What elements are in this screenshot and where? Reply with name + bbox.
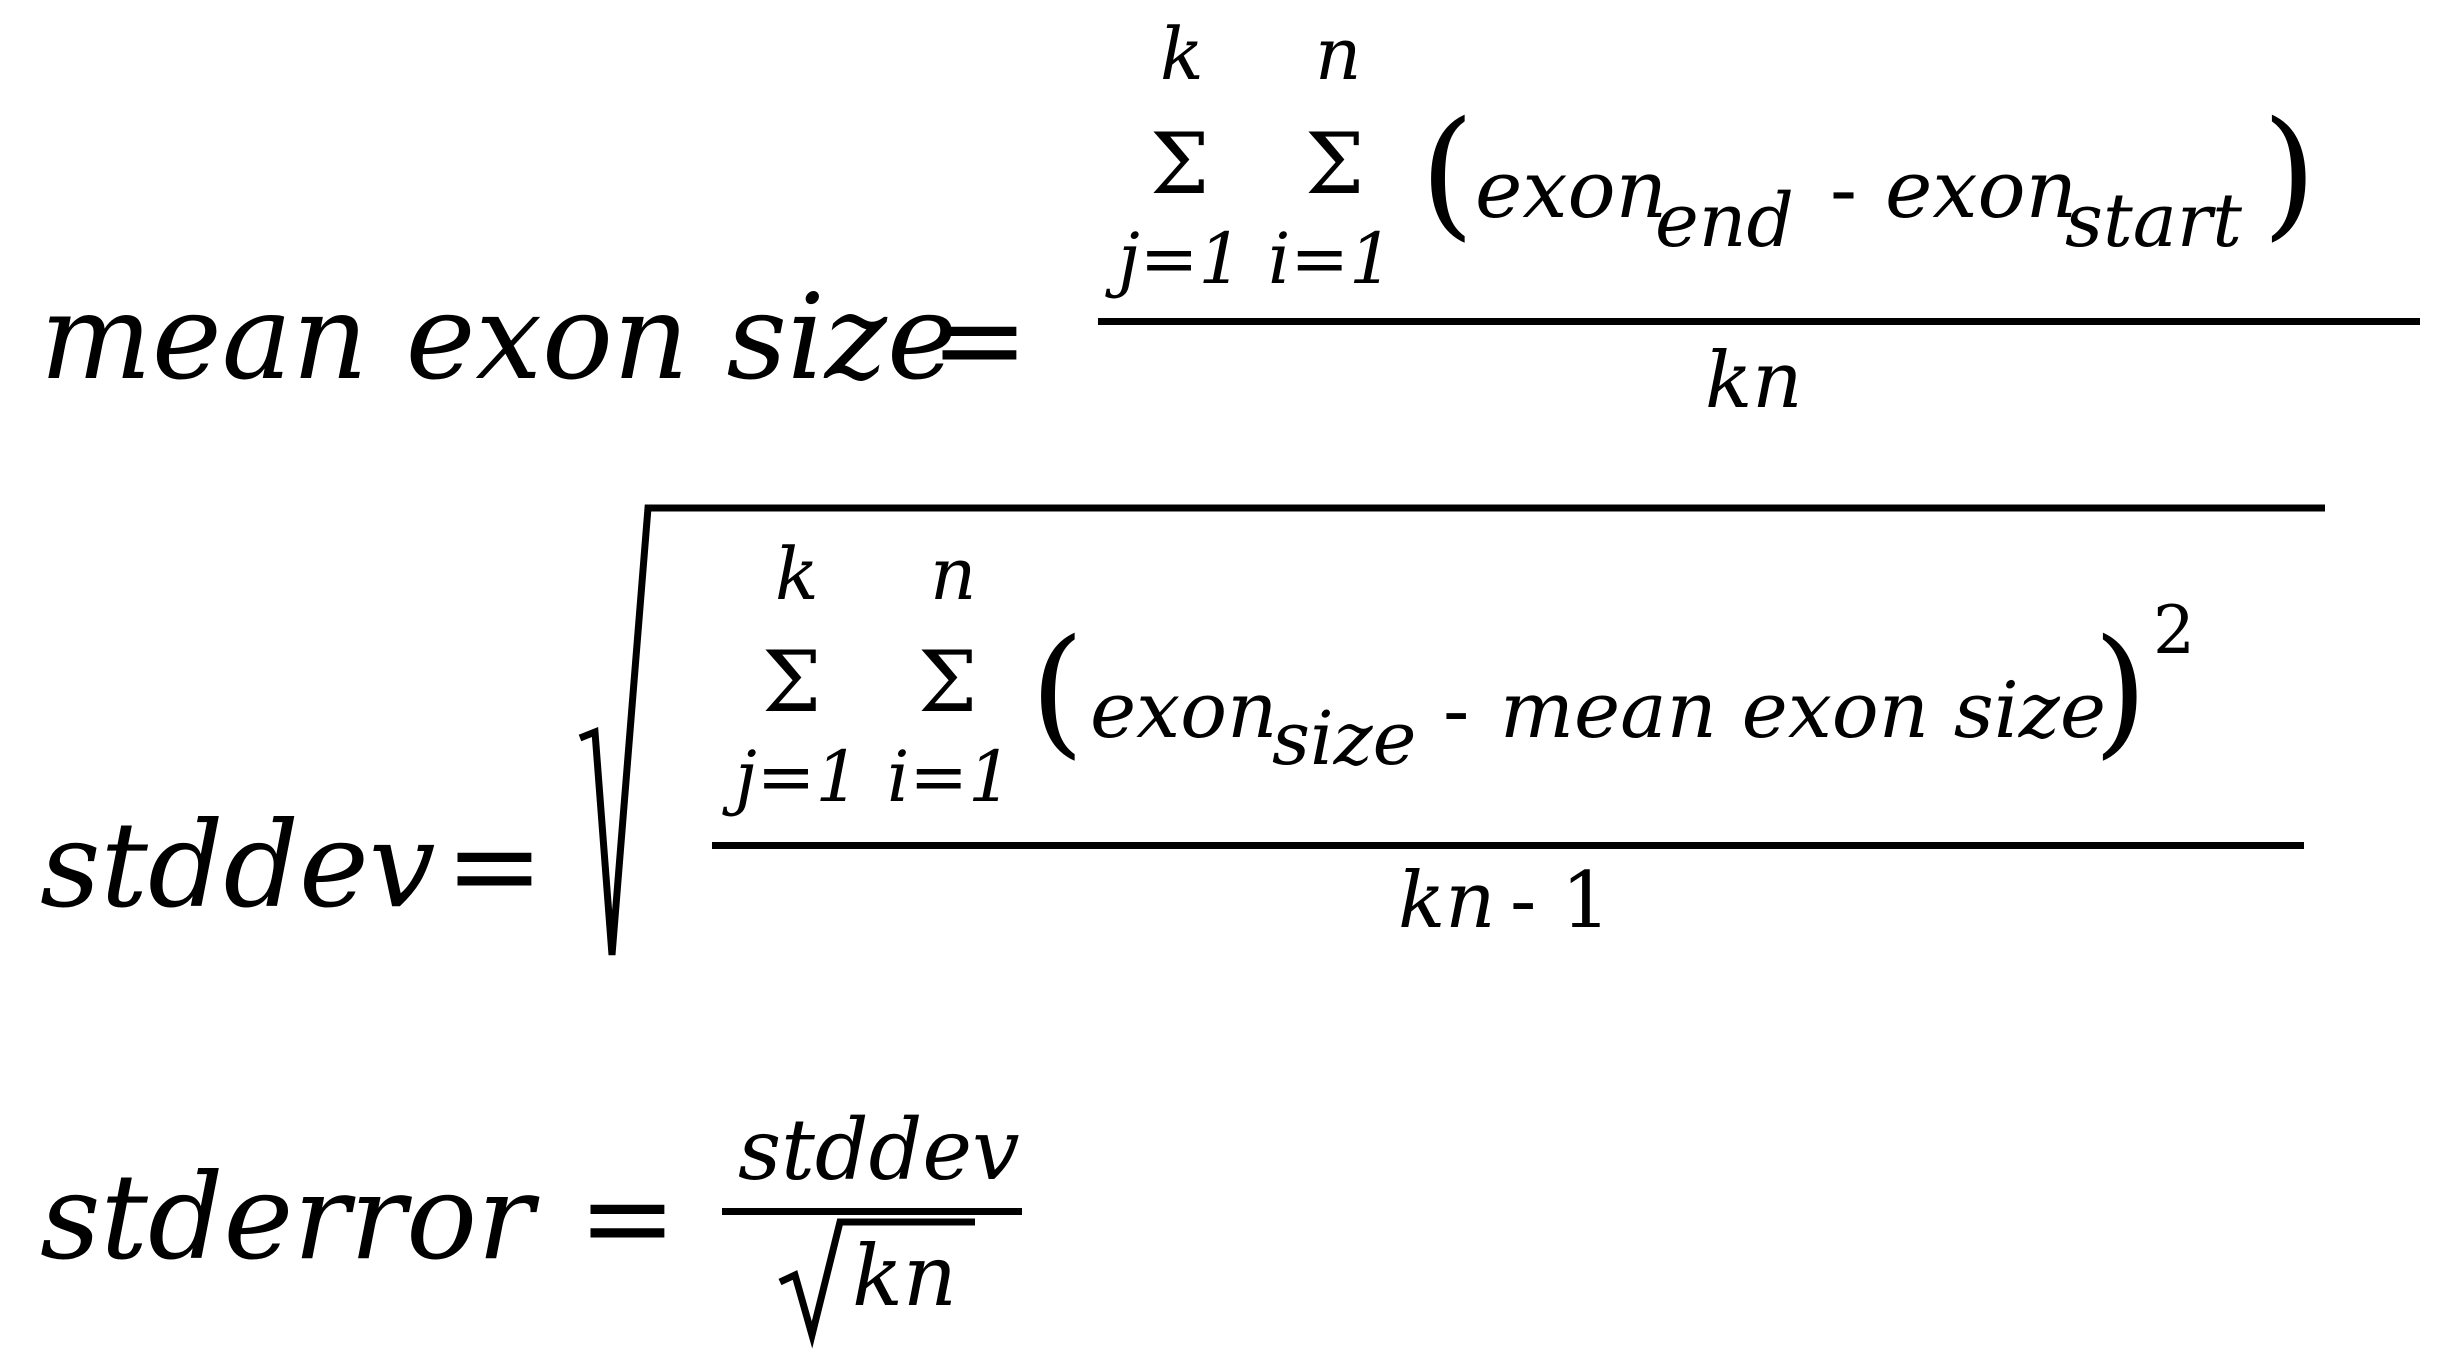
radicand-kn: kn [852, 1227, 957, 1325]
term-exon-start-base: exon [1885, 143, 2078, 236]
term-exon-size-subscript: size [1272, 696, 1417, 782]
exponent-two: 2 [2153, 592, 2195, 669]
sum-inner-sigma: Σ [1305, 115, 1365, 213]
term-exon-size-base: exon [1090, 666, 1278, 756]
mean-exon-size-lhs: mean exon size [40, 268, 957, 406]
minus-sign: - [1830, 143, 1858, 236]
stderror-lhs: stderror [40, 1148, 534, 1286]
sum-inner-lower-limit: i=1 [887, 736, 1013, 818]
fraction-bar [712, 842, 2304, 849]
sum-outer-upper-limit: k [1160, 12, 1204, 96]
numerator-stddev: stddev [738, 1101, 1020, 1199]
term-exon-end-base: exon [1475, 143, 1668, 236]
sum-inner-lower-limit: i=1 [1268, 218, 1394, 300]
right-paren: ) [2093, 610, 2148, 773]
minus-sign: - [1443, 666, 1470, 756]
sum-inner-sigma: Σ [918, 633, 978, 731]
equals-sign: = [578, 1148, 677, 1286]
equals-sign: = [445, 796, 544, 934]
sum-outer-sigma: Σ [762, 633, 822, 731]
fraction-bar [1098, 318, 2420, 325]
stddev-lhs: stddev [40, 796, 436, 934]
sum-outer-upper-limit: k [775, 532, 819, 616]
equals-sign: = [930, 270, 1029, 408]
denominator-kn: kn [1705, 336, 1803, 426]
term-exon-start-subscript: start [2065, 178, 2242, 264]
denominator-minus-one: - 1 [1510, 856, 1611, 946]
term-mean-exon-size: mean exon size [1500, 666, 2107, 756]
sum-inner-upper-limit: n [1315, 12, 1362, 96]
left-paren: ( [1030, 610, 1085, 773]
sum-outer-lower-limit: j=1 [1118, 218, 1243, 300]
term-exon-end-subscript: end [1655, 178, 1794, 264]
sum-outer-lower-limit: j=1 [735, 736, 860, 818]
sum-outer-sigma: Σ [1150, 115, 1210, 213]
sum-inner-upper-limit: n [930, 532, 977, 616]
denominator-kn: kn [1398, 856, 1496, 946]
left-paren: ( [1420, 92, 1475, 255]
right-paren: ) [2262, 92, 2317, 255]
fraction-bar [722, 1208, 1022, 1215]
